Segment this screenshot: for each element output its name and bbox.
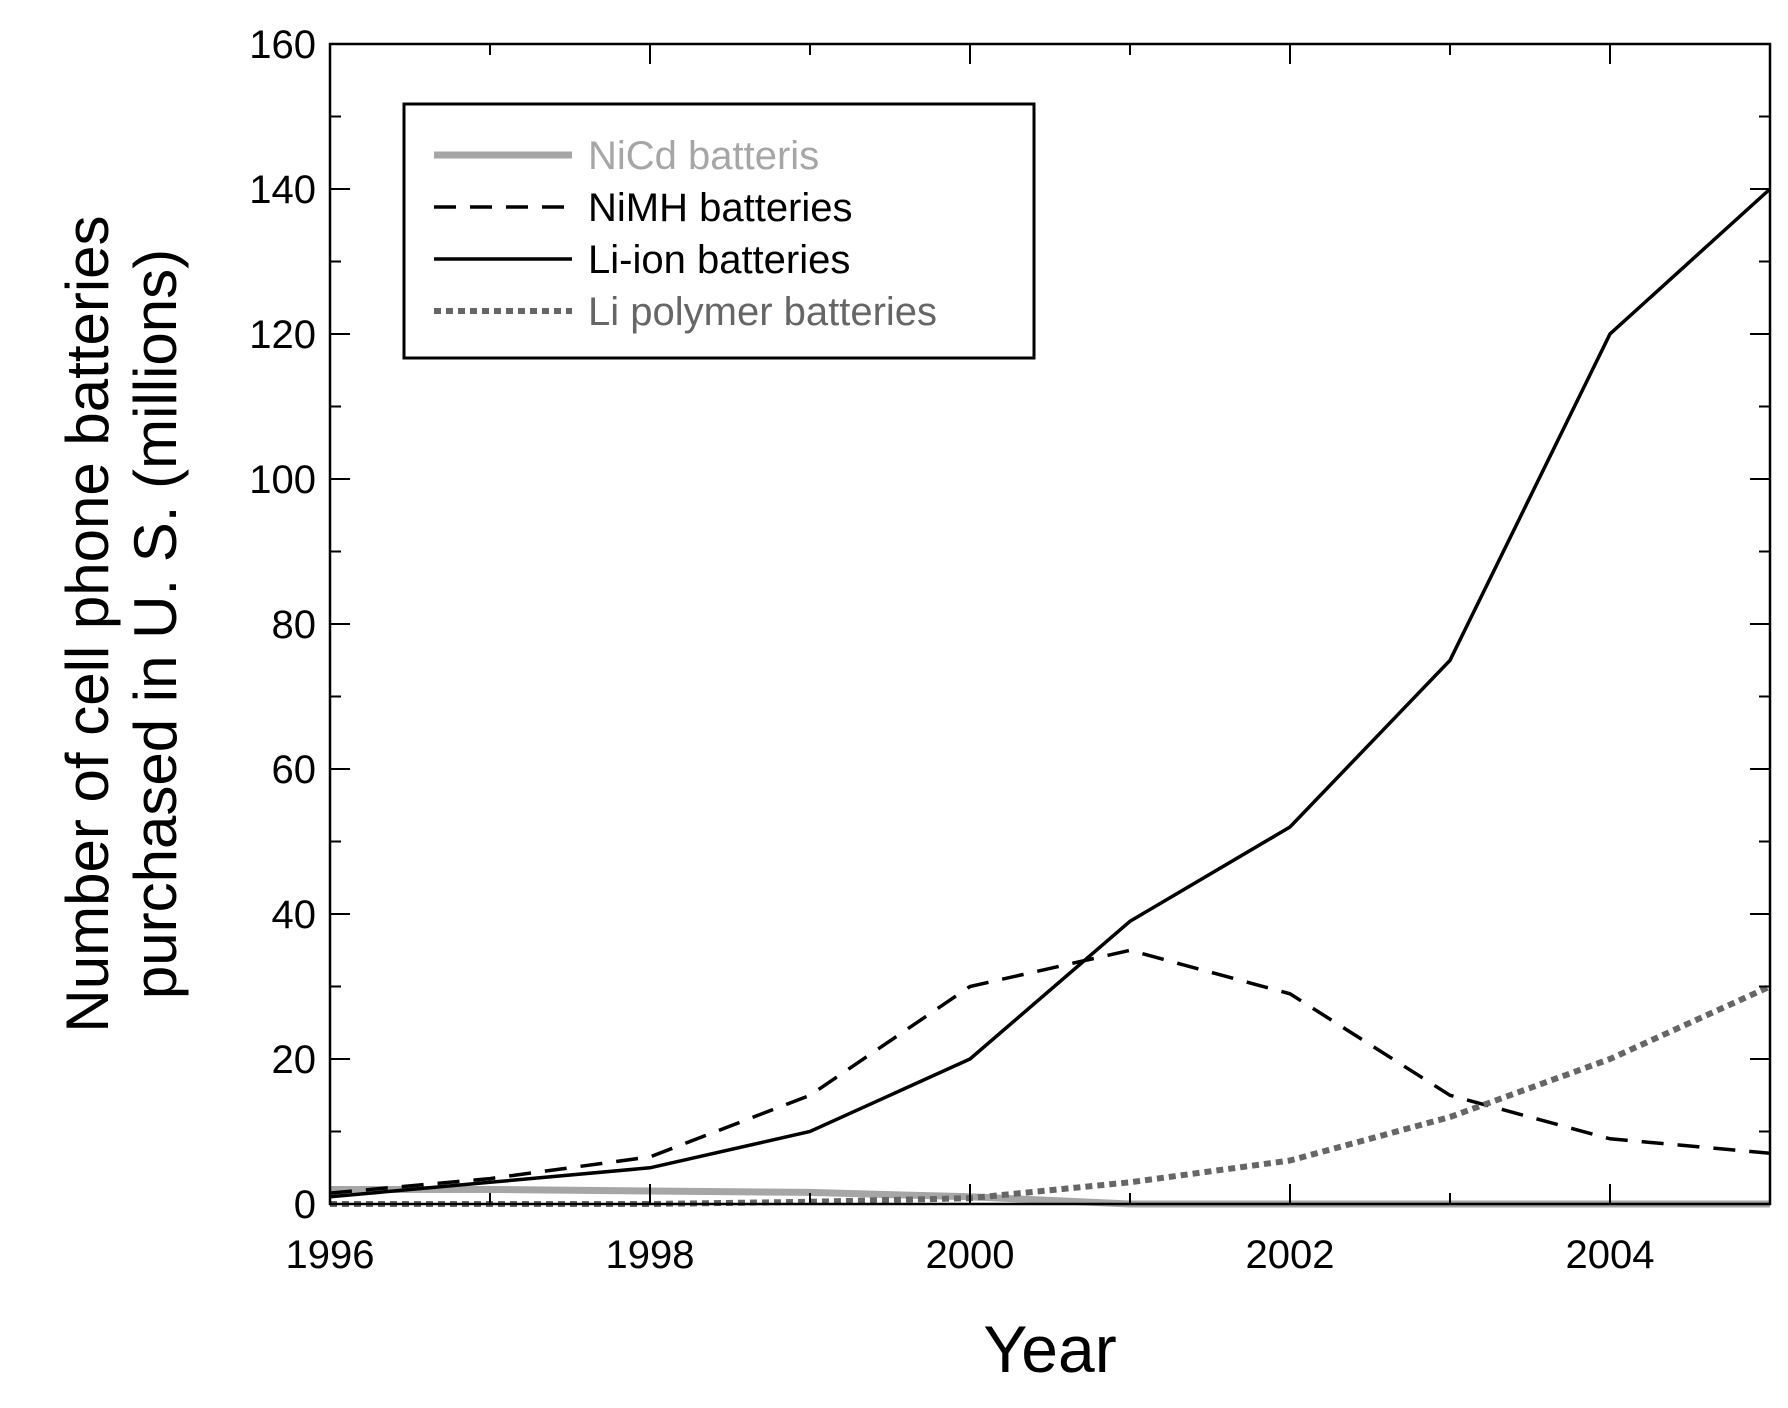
x-tick-label: 1998 (606, 1233, 695, 1277)
y-tick-label: 120 (249, 313, 316, 357)
x-tick-label: 2000 (926, 1233, 1015, 1277)
y-tick-label: 40 (272, 893, 317, 937)
y-tick-label: 140 (249, 168, 316, 212)
legend-label-0: NiCd batteris (588, 134, 819, 178)
y-tick-label: 80 (272, 603, 317, 647)
legend-label-3: Li polymer batteries (588, 290, 937, 334)
x-tick-label: 2002 (1246, 1233, 1335, 1277)
x-axis-title: Year (983, 1312, 1116, 1386)
y-axis-title-line-2: purchased in U. S. (millions) (122, 249, 189, 999)
y-axis-title-line-1: Number of cell phone batteries (54, 215, 121, 1032)
legend-label-1: NiMH batteries (588, 186, 853, 230)
y-tick-label: 20 (272, 1038, 317, 1082)
y-tick-label: 0 (294, 1183, 316, 1227)
y-axis-title: Number of cell phone batteries purchased… (54, 215, 189, 1032)
x-tick-label: 1996 (286, 1233, 375, 1277)
y-tick-label: 160 (249, 23, 316, 67)
legend: NiCd batteris NiMH batteries Li-ion batter… (404, 104, 1034, 358)
legend-label-2: Li-ion batteries (588, 238, 850, 282)
y-tick-label: 100 (249, 458, 316, 502)
y-tick-label: 60 (272, 748, 317, 792)
x-tick-label: 2004 (1566, 1233, 1655, 1277)
